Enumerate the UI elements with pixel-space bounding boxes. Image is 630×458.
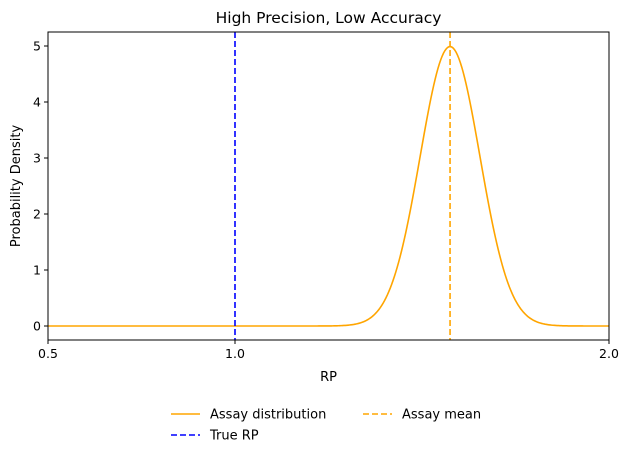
- y-tick-label: 0: [33, 319, 41, 334]
- y-tick-label: 5: [33, 39, 41, 54]
- y-tick-label: 4: [33, 95, 41, 110]
- plot-frame: [47, 31, 610, 341]
- y-tick-label: 3: [33, 151, 41, 166]
- x-tick-label: 1.0: [225, 346, 245, 361]
- plot-area: [47, 31, 610, 341]
- y-axis: 0 1 2 3 4 5: [33, 39, 48, 334]
- x-axis-label: RP: [320, 370, 337, 385]
- y-tick-label: 1: [33, 263, 41, 278]
- series-layer: [48, 32, 609, 340]
- y-tick-label: 2: [33, 207, 41, 222]
- legend-label: Assay distribution: [210, 408, 326, 423]
- legend-entry: True RP: [171, 429, 259, 444]
- legend-entry: Assay distribution: [171, 408, 326, 423]
- chart-title: High Precision, Low Accuracy: [216, 9, 442, 27]
- series-line-assay-distribution: [48, 45, 609, 327]
- legend-label: True RP: [209, 429, 259, 444]
- x-tick-label: 0.5: [38, 346, 58, 361]
- legend-entry: Assay mean: [363, 408, 481, 423]
- x-axis: 0.5 1.0 2.0: [38, 340, 619, 361]
- legend-label: Assay mean: [402, 408, 481, 423]
- legend: Assay distribution Assay mean True RP: [171, 408, 481, 444]
- x-tick-label: 2.0: [599, 346, 619, 361]
- y-axis-label: Probability Density: [9, 125, 24, 248]
